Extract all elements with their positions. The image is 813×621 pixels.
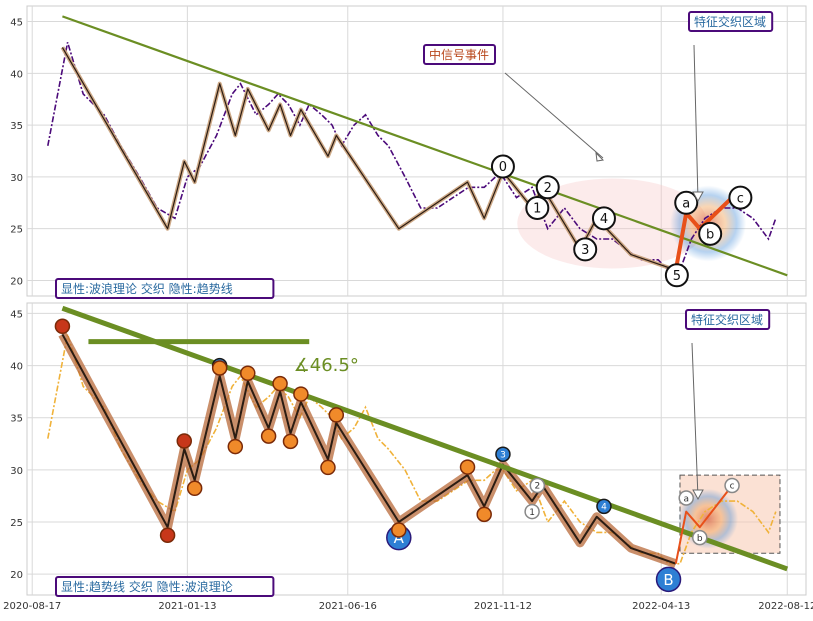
- event-label-box: [423, 44, 496, 65]
- y-tick-label: 20: [10, 570, 23, 581]
- wave-label-text: b: [697, 534, 703, 544]
- wave-label-marker: [573, 237, 598, 262]
- wave-label-text: c: [737, 191, 744, 206]
- wave-label-marker: [724, 477, 740, 494]
- wave-label-marker: [495, 446, 511, 462]
- pivot-marker: [240, 365, 256, 381]
- y-tick-label: 25: [10, 518, 23, 529]
- pivot-marker: [54, 318, 71, 335]
- wave-label-text: 2: [544, 181, 552, 196]
- y-tick-label: 35: [10, 121, 23, 132]
- wave-label-marker: [490, 154, 515, 179]
- wave-label-text: 5: [673, 269, 681, 284]
- legend-left-box: [55, 278, 275, 299]
- wave-label-marker: [674, 190, 699, 215]
- y-tick-label: 30: [10, 173, 23, 184]
- pivot-marker: [282, 433, 299, 450]
- impulse-path: [673, 196, 734, 271]
- wave-label-marker: [596, 498, 612, 515]
- pivot-marker: [328, 407, 345, 423]
- pivot-marker: [293, 386, 309, 402]
- wave-label-text: b: [706, 228, 714, 243]
- wave-label-text: 3: [581, 243, 589, 258]
- plot-frame: [26, 5, 807, 297]
- wave-label-text: A: [394, 529, 405, 547]
- y-tick-label: 30: [10, 466, 23, 477]
- zone-arrow: [691, 342, 699, 499]
- wave-path: [61, 333, 677, 565]
- event-arrow-head: [595, 151, 605, 162]
- wave-label-marker: [698, 221, 723, 246]
- legend-left-text: 显性:趋势线 交织 隐性:波浪理论: [61, 579, 233, 594]
- pivot-marker: [186, 480, 203, 497]
- wave-label-marker: [525, 195, 550, 220]
- pivot-marker: [159, 527, 176, 543]
- x-tick-label: 2022-04-13: [632, 601, 690, 612]
- x-tick-label: 2021-06-16: [319, 601, 377, 612]
- pivot-marker: [260, 428, 277, 444]
- pivot-marker: [176, 433, 193, 449]
- wave-label-text: 4: [600, 212, 608, 227]
- angle-label: ∡46.5°: [294, 355, 359, 376]
- zone-arrow-head: [692, 191, 704, 203]
- x-axis: 2020-08-17 2021-01-13 2021-06-16 2021-11-12…: [3, 601, 813, 612]
- wave-label-text: 1: [529, 508, 535, 518]
- wave-label-text: 0: [499, 160, 507, 175]
- wave-label-text: a: [682, 196, 690, 211]
- x-tick-label: 2020-08-17: [3, 601, 61, 612]
- event-label-text: 中信号事件: [429, 47, 489, 62]
- pivot-marker: [227, 438, 244, 455]
- wave-label-text: a: [683, 494, 689, 504]
- plot-frame: [26, 302, 807, 596]
- wave-label-marker: [655, 566, 682, 593]
- pivot-marker: [272, 375, 288, 392]
- y-tick-label: 40: [10, 362, 23, 373]
- y-tick-label: 25: [10, 225, 23, 236]
- wave-path: [61, 47, 676, 271]
- pivot-marker: [476, 506, 492, 523]
- zone-arrow: [693, 44, 699, 201]
- x-tick-label: 2021-11-12: [474, 601, 532, 612]
- pivot-marker: [391, 522, 407, 538]
- y-tick-label: 35: [10, 414, 23, 425]
- impulse-path: [674, 484, 733, 564]
- zone-label-box: [685, 309, 771, 330]
- y-tick-label: 45: [10, 309, 23, 320]
- wave-label-text: 3: [500, 450, 506, 460]
- y-tick-label: 20: [10, 276, 23, 287]
- wave-label-marker: [529, 477, 546, 494]
- pivot-marker: [211, 360, 228, 376]
- wave-label-text: 1: [533, 202, 541, 217]
- wave-label-text: 4: [601, 503, 607, 513]
- wave-label-text: B: [663, 571, 673, 589]
- pivot-marker: [459, 459, 476, 475]
- event-arrow: [504, 72, 604, 159]
- x-tick-label: 2022-08-12: [758, 601, 813, 612]
- wave-label-marker: [728, 185, 753, 210]
- zone-arrow-head: [692, 489, 704, 501]
- zone-label-box: [688, 11, 774, 32]
- zone-label-text: 特征交织区域: [694, 14, 766, 29]
- trendline: [61, 305, 789, 572]
- wave-label-text: 2: [534, 482, 540, 492]
- y-tick-label: 45: [10, 18, 23, 29]
- wave-label-text: c: [730, 482, 735, 492]
- wave-label-marker: [692, 529, 708, 546]
- pivot-marker: [320, 459, 336, 476]
- legend-left-text: 显性:波浪理论 交织 隐性:趋势线: [61, 281, 233, 296]
- legend-left-box: [55, 576, 275, 597]
- x-tick-label: 2021-01-13: [158, 601, 216, 612]
- wave-label-marker: [664, 263, 689, 288]
- zone-label-text: 特征交织区域: [691, 312, 763, 327]
- wave-label-marker: [591, 206, 616, 231]
- wave-label-marker: [678, 490, 694, 506]
- y-tick-label: 40: [10, 69, 23, 80]
- wave-label-marker: [524, 503, 540, 520]
- trendline: [62, 15, 788, 277]
- wave-label-marker: [535, 175, 560, 200]
